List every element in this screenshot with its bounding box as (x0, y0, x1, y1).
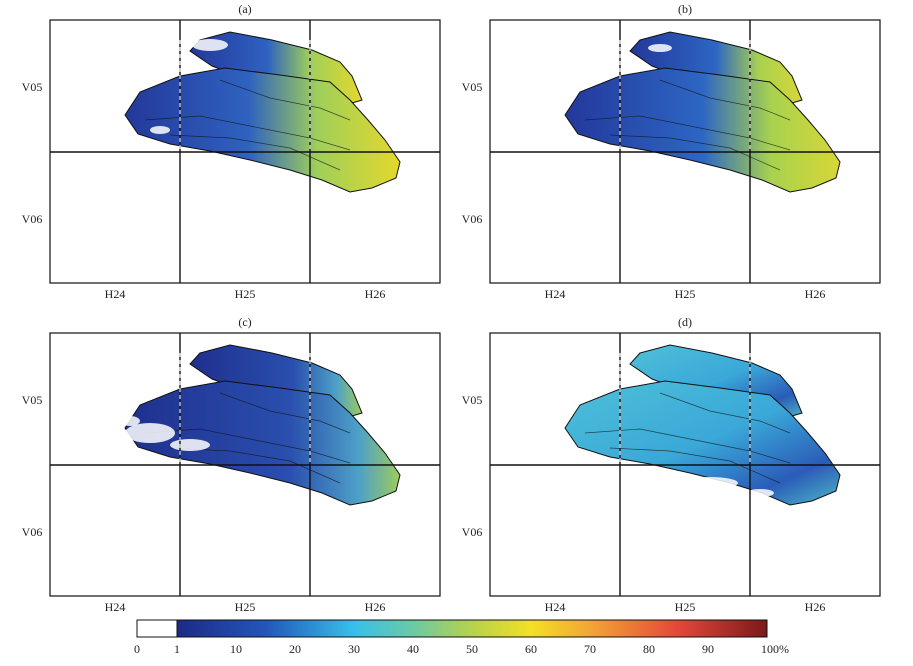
colorbar-tick-label: 90 (702, 642, 714, 656)
tile-row-label: V06 (462, 212, 483, 226)
basin-boundaries (584, 79, 791, 171)
no-data-patch (125, 423, 175, 443)
no-data-patch (150, 126, 170, 134)
tile-row-label: V05 (462, 80, 483, 94)
basin-boundaries (584, 392, 791, 484)
map-panel (49, 19, 441, 284)
colorbar-gradient (177, 620, 767, 637)
tile-column-label: H24 (105, 600, 126, 614)
colorbar-tick-label: 100% (761, 642, 789, 656)
colorbar-tick-label: 10 (230, 642, 242, 656)
tile-column-label: H25 (675, 600, 696, 614)
panel-label: (d) (678, 315, 692, 329)
tile-row-label: V06 (22, 212, 43, 226)
tile-column-label: H25 (235, 600, 256, 614)
tile-row-label: V06 (462, 525, 483, 539)
tile-column-label: H26 (365, 600, 386, 614)
tile-row-label: V05 (462, 393, 483, 407)
tile-column-label: H26 (365, 287, 386, 301)
colorbar-tick-label: 70 (584, 642, 596, 656)
map-panel (489, 332, 881, 597)
tile-column-label: H24 (545, 287, 566, 301)
no-data-patch (746, 489, 774, 497)
tile-column-label: H26 (805, 600, 826, 614)
tile-column-label: H24 (105, 287, 126, 301)
tile-row-label: V06 (22, 525, 43, 539)
basin-boundaries (144, 79, 351, 171)
tile-row-label: V05 (22, 393, 43, 407)
tile-column-label: H25 (235, 287, 256, 301)
tile-column-label: H24 (545, 600, 566, 614)
colorbar-tick-label: 60 (525, 642, 537, 656)
no-data-patch (170, 439, 210, 451)
colorbar-tick-label: 1 (174, 642, 180, 656)
colorbar-nodata (137, 620, 177, 637)
tile-row-label: V05 (22, 80, 43, 94)
colorbar-tick-label: 50 (466, 642, 478, 656)
panel-label: (b) (678, 2, 692, 16)
tile-column-label: H26 (805, 287, 826, 301)
map-panel (489, 19, 881, 284)
colorbar-frame (136, 619, 768, 638)
no-data-patch (120, 416, 140, 426)
colorbar-tick-label: 20 (289, 642, 301, 656)
tile-column-label: H25 (675, 287, 696, 301)
no-data-patch (192, 39, 228, 51)
colorbar-tick-label: 30 (348, 642, 360, 656)
panel-label: (c) (238, 315, 251, 329)
map-panel (49, 332, 441, 597)
no-data-patch (648, 44, 672, 52)
colorbar-tick-label: 0 (134, 642, 140, 656)
colorbar-tick-label: 40 (407, 642, 419, 656)
no-data-patch (682, 477, 738, 489)
panel-label: (a) (238, 2, 251, 16)
colorbar-tick-label: 80 (643, 642, 655, 656)
